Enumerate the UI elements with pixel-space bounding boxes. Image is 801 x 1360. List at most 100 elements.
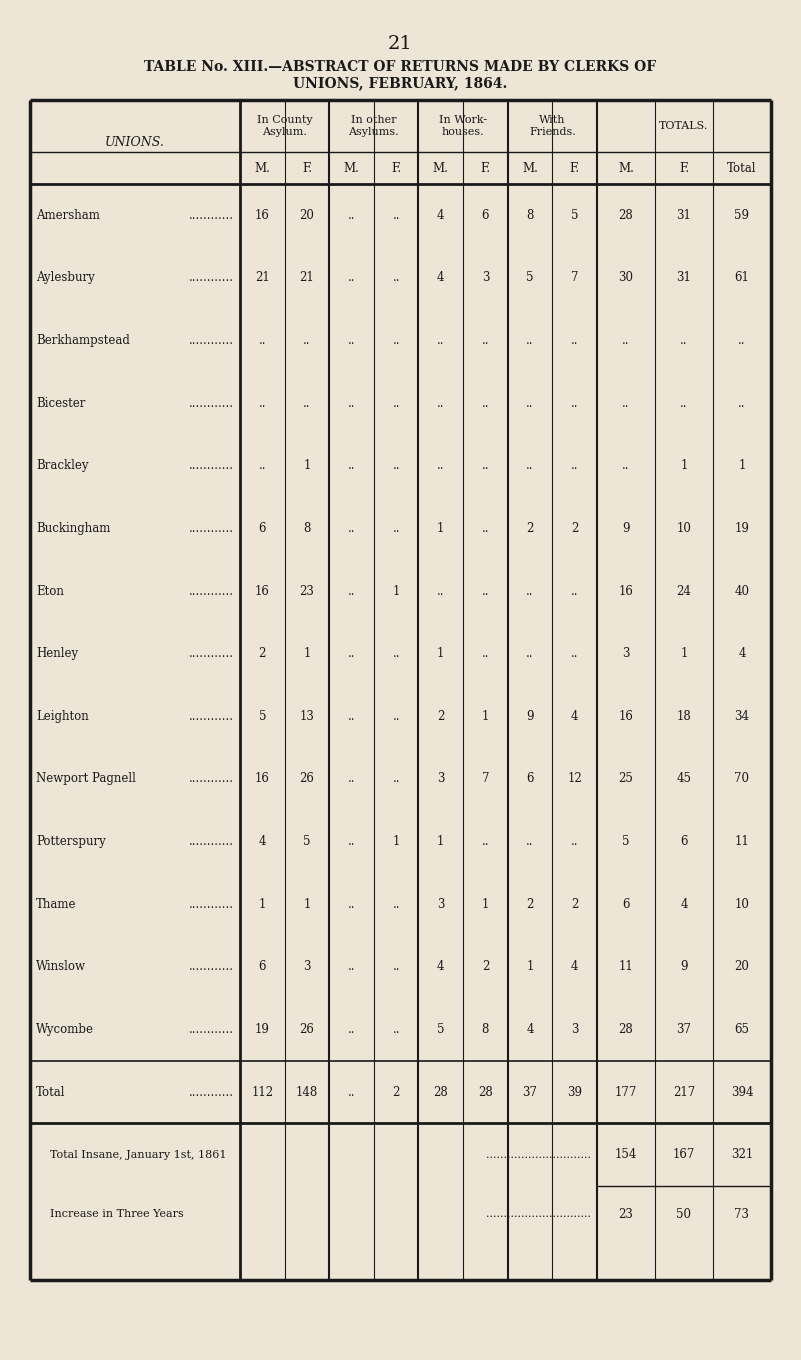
Text: ..............................: .............................. bbox=[486, 1209, 591, 1219]
Text: ..: .. bbox=[348, 272, 356, 284]
Text: 6: 6 bbox=[526, 772, 533, 786]
Text: 73: 73 bbox=[735, 1208, 750, 1221]
Text: 1: 1 bbox=[259, 898, 266, 911]
Text: 21: 21 bbox=[388, 35, 413, 53]
Text: In County
Asylum.: In County Asylum. bbox=[257, 114, 312, 137]
Text: M.: M. bbox=[522, 162, 538, 174]
Text: 6: 6 bbox=[259, 960, 266, 974]
Text: In Work-
houses.: In Work- houses. bbox=[439, 114, 487, 137]
Text: 4: 4 bbox=[680, 898, 688, 911]
Text: 1: 1 bbox=[680, 460, 688, 472]
Text: ..: .. bbox=[481, 522, 489, 534]
Text: 16: 16 bbox=[618, 710, 634, 724]
Text: Eton: Eton bbox=[36, 585, 64, 597]
Text: 6: 6 bbox=[680, 835, 688, 849]
Text: 28: 28 bbox=[433, 1085, 449, 1099]
Text: Brackley: Brackley bbox=[36, 460, 88, 472]
Text: ..: .. bbox=[348, 585, 356, 597]
Text: 21: 21 bbox=[255, 272, 270, 284]
Text: 1: 1 bbox=[304, 460, 311, 472]
Text: 2: 2 bbox=[571, 898, 578, 911]
Text: ..: .. bbox=[437, 397, 445, 409]
Text: Berkhampstead: Berkhampstead bbox=[36, 335, 130, 347]
Text: 7: 7 bbox=[571, 272, 578, 284]
Text: ..: .. bbox=[259, 460, 266, 472]
Text: 1: 1 bbox=[304, 647, 311, 660]
Text: 25: 25 bbox=[618, 772, 634, 786]
Text: ..: .. bbox=[481, 335, 489, 347]
Text: 2: 2 bbox=[526, 522, 533, 534]
Text: ..: .. bbox=[622, 335, 630, 347]
Text: 59: 59 bbox=[735, 209, 750, 222]
Text: Bicester: Bicester bbox=[36, 397, 86, 409]
Text: ..: .. bbox=[739, 397, 746, 409]
Text: F.: F. bbox=[481, 162, 490, 174]
Text: 28: 28 bbox=[478, 1085, 493, 1099]
Text: 8: 8 bbox=[481, 1023, 489, 1036]
Text: 26: 26 bbox=[300, 1023, 314, 1036]
Text: 1: 1 bbox=[481, 898, 489, 911]
Text: ..: .. bbox=[392, 1023, 400, 1036]
Text: ..: .. bbox=[348, 460, 356, 472]
Text: ..: .. bbox=[348, 647, 356, 660]
Text: ..: .. bbox=[526, 335, 533, 347]
Text: 1: 1 bbox=[526, 960, 533, 974]
Text: 1: 1 bbox=[680, 647, 688, 660]
Text: 24: 24 bbox=[677, 585, 691, 597]
Text: 26: 26 bbox=[300, 772, 314, 786]
Text: ............: ............ bbox=[189, 1023, 234, 1036]
Text: Buckingham: Buckingham bbox=[36, 522, 111, 534]
Text: ..: .. bbox=[481, 397, 489, 409]
Text: ..: .. bbox=[622, 460, 630, 472]
Text: 5: 5 bbox=[622, 835, 630, 849]
Text: M.: M. bbox=[344, 162, 360, 174]
Text: 3: 3 bbox=[437, 772, 445, 786]
Text: Total: Total bbox=[727, 162, 757, 174]
Text: ..: .. bbox=[348, 898, 356, 911]
Text: 7: 7 bbox=[481, 772, 489, 786]
Text: 6: 6 bbox=[622, 898, 630, 911]
Text: ..: .. bbox=[348, 960, 356, 974]
Text: ..: .. bbox=[526, 835, 533, 849]
Text: ..: .. bbox=[481, 835, 489, 849]
Text: 1: 1 bbox=[304, 898, 311, 911]
Text: ..: .. bbox=[571, 835, 578, 849]
Text: ..: .. bbox=[392, 772, 400, 786]
Text: Potterspury: Potterspury bbox=[36, 835, 106, 849]
Text: 3: 3 bbox=[622, 647, 630, 660]
Text: ..............................: .............................. bbox=[486, 1149, 591, 1160]
Text: 2: 2 bbox=[526, 898, 533, 911]
Text: 4: 4 bbox=[259, 835, 266, 849]
Text: Amersham: Amersham bbox=[36, 209, 100, 222]
Text: Thame: Thame bbox=[36, 898, 77, 911]
Text: 2: 2 bbox=[437, 710, 445, 724]
Text: ..: .. bbox=[526, 460, 533, 472]
Text: ..: .. bbox=[622, 397, 630, 409]
Text: 20: 20 bbox=[300, 209, 314, 222]
Text: ..: .. bbox=[304, 335, 311, 347]
Text: 167: 167 bbox=[673, 1148, 695, 1161]
Text: ..: .. bbox=[526, 585, 533, 597]
Text: 9: 9 bbox=[622, 522, 630, 534]
Text: M.: M. bbox=[255, 162, 270, 174]
Text: 61: 61 bbox=[735, 272, 750, 284]
Text: ..: .. bbox=[348, 209, 356, 222]
Text: ............: ............ bbox=[189, 960, 234, 974]
Text: 5: 5 bbox=[437, 1023, 445, 1036]
Text: 1: 1 bbox=[437, 835, 445, 849]
Text: 217: 217 bbox=[673, 1085, 695, 1099]
Text: ............: ............ bbox=[189, 772, 234, 786]
Text: 6: 6 bbox=[481, 209, 489, 222]
Text: F.: F. bbox=[302, 162, 312, 174]
Text: ..: .. bbox=[526, 397, 533, 409]
Text: Increase in Three Years: Increase in Three Years bbox=[50, 1209, 183, 1219]
Text: ............: ............ bbox=[189, 522, 234, 534]
Text: ..: .. bbox=[526, 647, 533, 660]
Text: 4: 4 bbox=[526, 1023, 533, 1036]
Text: 8: 8 bbox=[526, 209, 533, 222]
Text: 1: 1 bbox=[739, 460, 746, 472]
Text: ............: ............ bbox=[189, 460, 234, 472]
Text: 18: 18 bbox=[677, 710, 691, 724]
Text: TABLE No. XIII.—ABSTRACT OF RETURNS MADE BY CLERKS OF: TABLE No. XIII.—ABSTRACT OF RETURNS MADE… bbox=[144, 60, 656, 73]
Text: 10: 10 bbox=[677, 522, 691, 534]
